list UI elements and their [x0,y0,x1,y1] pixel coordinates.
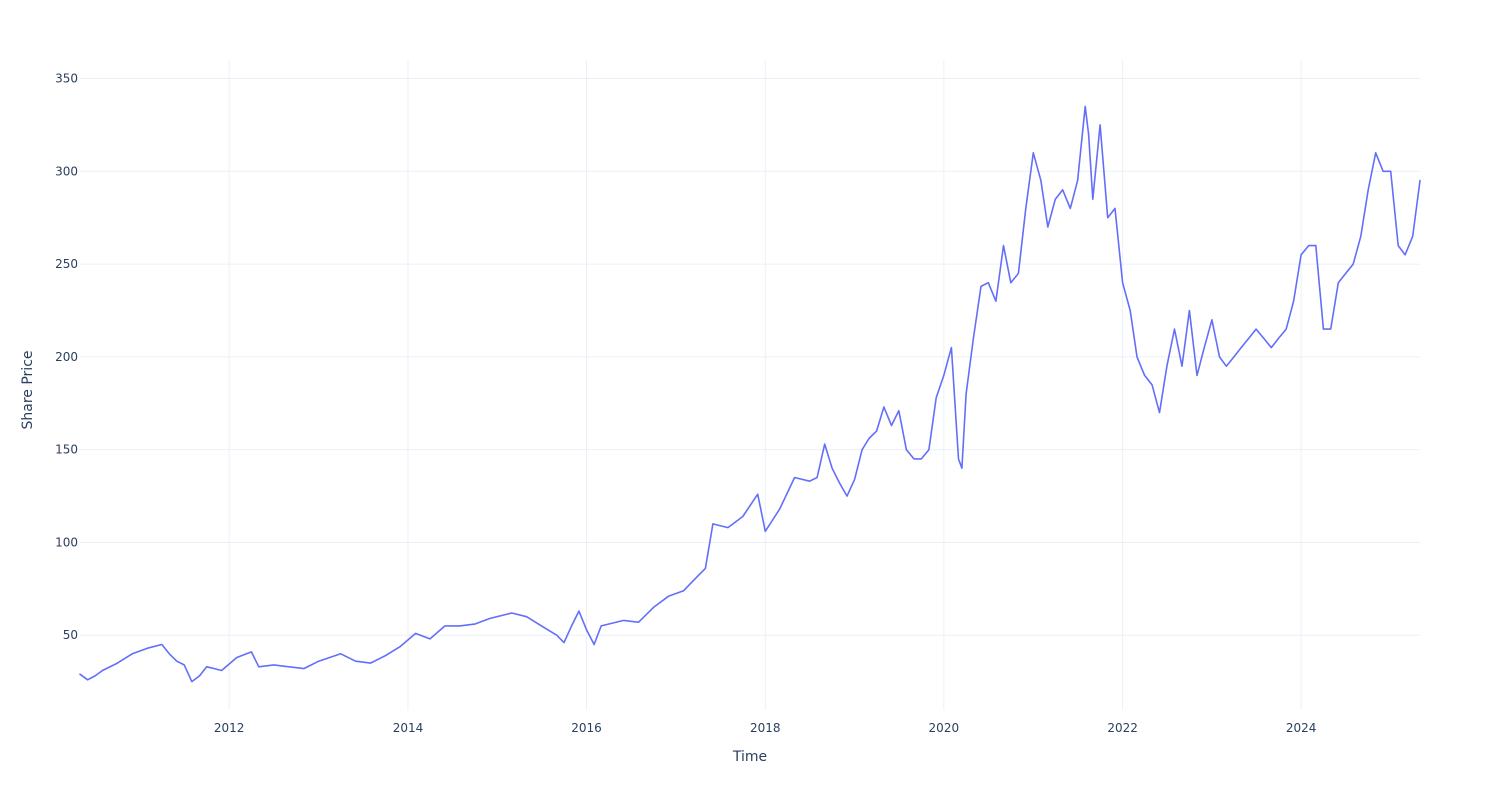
share-price-line [79,105,1421,683]
grid [80,60,1420,710]
x-tick-label: 2018 [750,721,781,735]
y-tick-label: 200 [55,350,78,364]
y-tick-label: 100 [55,535,78,549]
x-tick-label: 2014 [393,721,424,735]
y-tick-label: 300 [55,164,78,178]
series-layer [79,105,1421,683]
x-tick-label: 2022 [1107,721,1138,735]
x-tick-label: 2012 [214,721,245,735]
x-axis-title: Time [732,749,767,765]
x-tick-label: 2024 [1286,721,1317,735]
y-tick-label: 350 [55,72,78,86]
x-tick-label: 2020 [929,721,960,735]
y-tick-label: 50 [63,628,78,642]
y-axis-title: Share Price [20,350,36,429]
y-tick-label: 250 [55,257,78,271]
y-tick-label: 150 [55,443,78,457]
tick-labels: 2012 2014 2016 2018 2020 2022 2024 50 100 150 200 2… [55,72,1316,735]
x-tick-label: 2016 [571,721,602,735]
